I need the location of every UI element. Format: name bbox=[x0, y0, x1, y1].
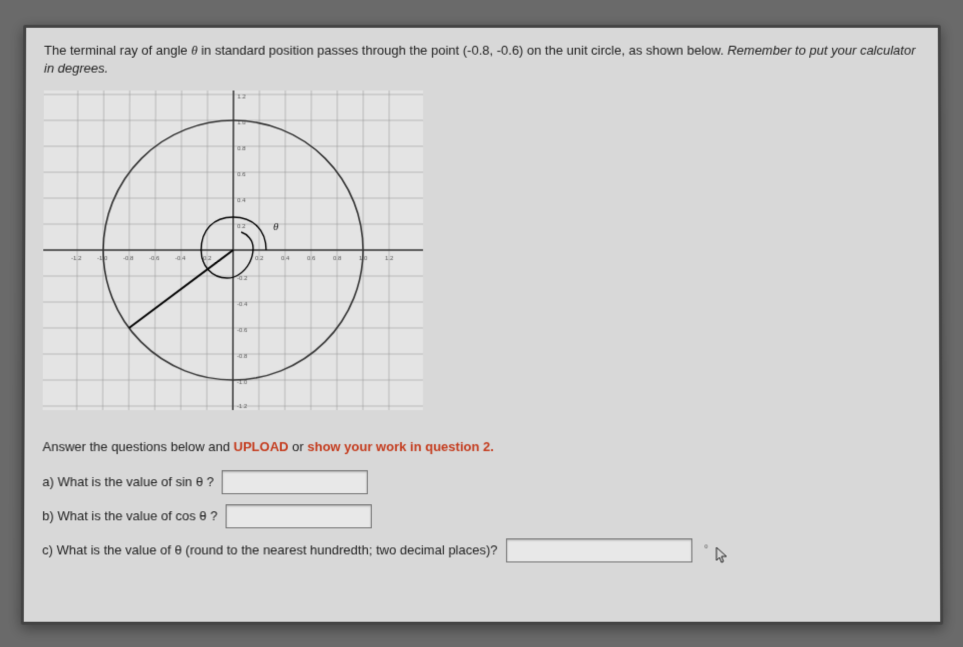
x-tick-labels: 0.2 0.4 0.6 0.8 1.0 1.2 -0.2 -0.4 -0.6 -… bbox=[71, 256, 394, 262]
question-c-label: c) What is the value of θ (round to the … bbox=[42, 541, 497, 559]
question-a-label: a) What is the value of sin θ ? bbox=[42, 473, 214, 491]
degree-icon: ° bbox=[703, 542, 707, 557]
y-tick-labels: 1.2 1.0 0.8 0.6 0.4 0.2 -0.2 -0.4 -0.6 -… bbox=[236, 94, 248, 410]
prompt-part2: in standard position passes through the … bbox=[197, 42, 727, 57]
svg-text:0.2: 0.2 bbox=[237, 224, 246, 230]
prompt-part1: The terminal ray of angle bbox=[44, 42, 191, 57]
svg-text:-0.6: -0.6 bbox=[236, 328, 247, 334]
instruction-line: Answer the questions below and UPLOAD or… bbox=[42, 438, 921, 456]
answer-b-input[interactable] bbox=[225, 503, 371, 527]
theta-symbol: θ bbox=[191, 42, 197, 57]
svg-text:0.6: 0.6 bbox=[307, 256, 316, 262]
theta-label: θ bbox=[273, 221, 279, 233]
svg-text:1.2: 1.2 bbox=[237, 94, 246, 100]
svg-text:-1.2: -1.2 bbox=[236, 404, 247, 410]
problem-statement: The terminal ray of angle θ in standard … bbox=[43, 41, 919, 76]
svg-text:-0.4: -0.4 bbox=[175, 256, 186, 262]
svg-text:-0.2: -0.2 bbox=[237, 276, 248, 282]
question-b-row: b) What is the value of cos θ ? bbox=[42, 503, 922, 527]
svg-text:0.2: 0.2 bbox=[255, 256, 264, 262]
svg-text:-0.8: -0.8 bbox=[236, 354, 247, 360]
question-a-row: a) What is the value of sin θ ? bbox=[42, 469, 921, 493]
worksheet-page: The terminal ray of angle θ in standard … bbox=[20, 24, 942, 624]
svg-text:0.8: 0.8 bbox=[333, 256, 342, 262]
instr-mid: or bbox=[288, 439, 307, 454]
instr-pre: Answer the questions below and bbox=[42, 439, 233, 454]
svg-text:-0.6: -0.6 bbox=[149, 256, 160, 262]
unit-circle-graph: 0.2 0.4 0.6 0.8 1.0 1.2 -0.2 -0.4 -0.6 -… bbox=[42, 90, 422, 410]
svg-text:0.8: 0.8 bbox=[237, 146, 246, 152]
answer-a-input[interactable] bbox=[221, 469, 367, 493]
svg-text:-0.4: -0.4 bbox=[237, 302, 248, 308]
answer-c-input[interactable] bbox=[505, 538, 691, 562]
question-c-row: c) What is the value of θ (round to the … bbox=[42, 538, 922, 562]
svg-text:1.2: 1.2 bbox=[385, 256, 394, 262]
instr-upload: UPLOAD bbox=[233, 439, 288, 454]
cursor-icon bbox=[715, 546, 729, 569]
question-b-label: b) What is the value of cos θ ? bbox=[42, 507, 217, 525]
instr-show: show your work in question 2. bbox=[307, 439, 494, 454]
svg-text:-1.0: -1.0 bbox=[97, 256, 108, 262]
svg-text:0.6: 0.6 bbox=[237, 172, 246, 178]
svg-text:0.4: 0.4 bbox=[237, 198, 246, 204]
svg-text:0.4: 0.4 bbox=[281, 256, 290, 262]
svg-text:-0.8: -0.8 bbox=[123, 256, 134, 262]
svg-text:-1.2: -1.2 bbox=[71, 256, 82, 262]
